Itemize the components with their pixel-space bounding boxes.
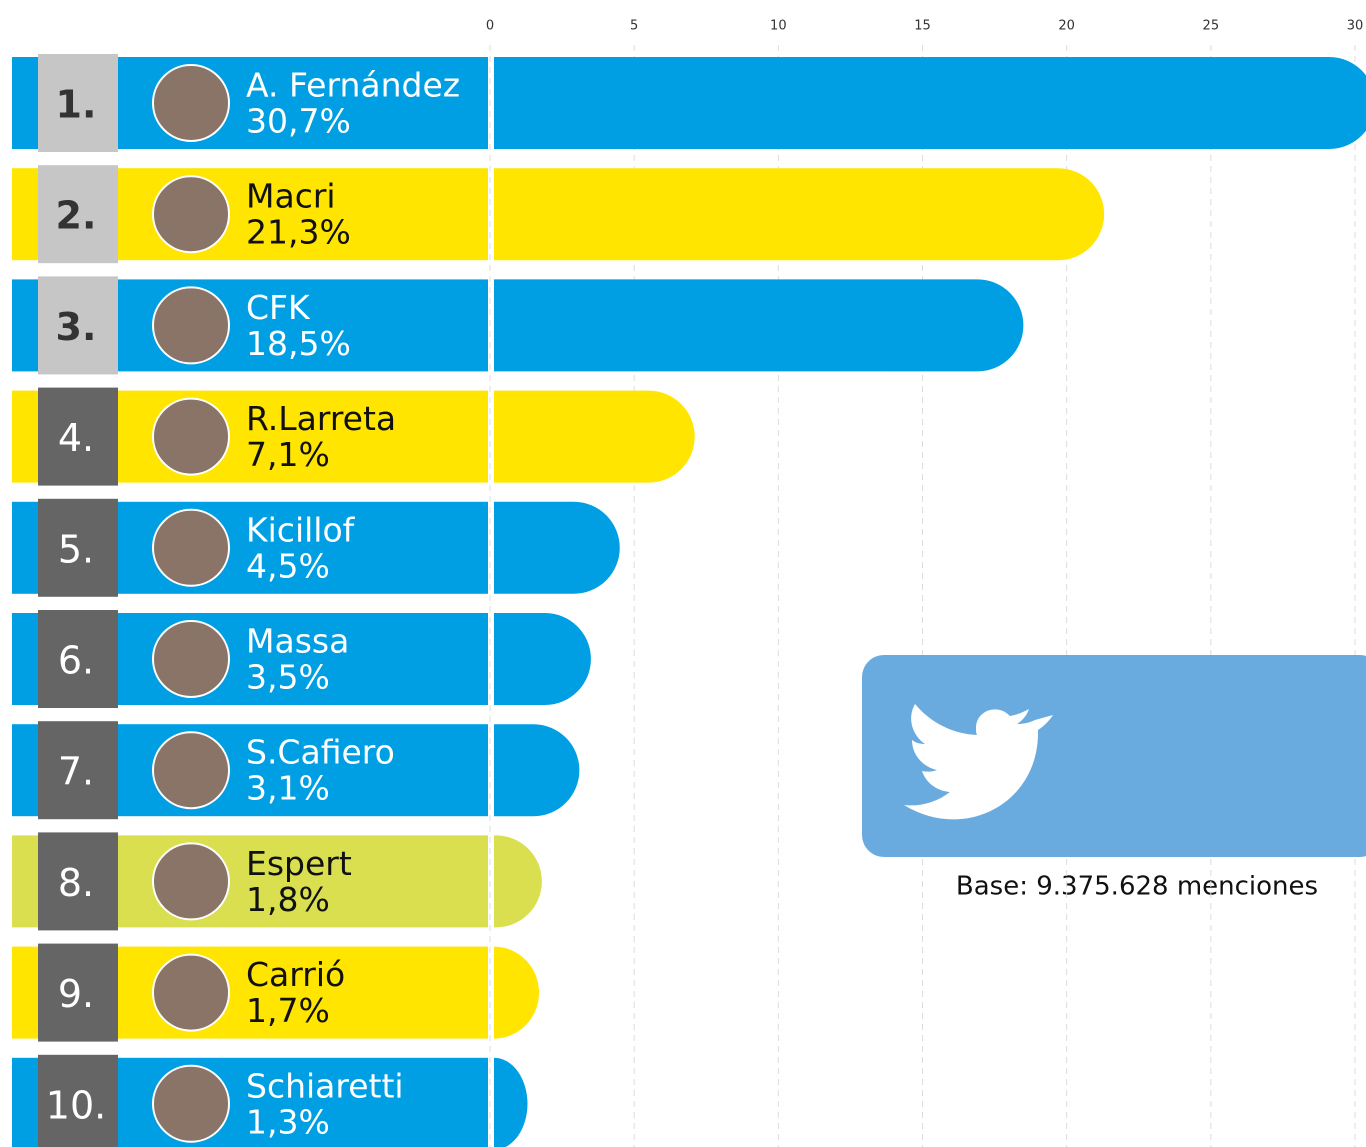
photo xyxy=(152,953,230,1032)
rank: 7. xyxy=(58,750,94,794)
rank-box xyxy=(38,276,118,375)
rank-box xyxy=(38,721,118,820)
photo xyxy=(152,620,230,698)
x-tick-label: 20 xyxy=(1058,19,1075,34)
rank-box xyxy=(38,54,118,152)
name: Carrió xyxy=(246,955,345,994)
photo xyxy=(152,508,230,587)
value-label: 1,7% xyxy=(246,991,330,1030)
name: Espert xyxy=(246,844,352,883)
twitter-icon xyxy=(904,704,1053,820)
rank: 4. xyxy=(58,416,94,460)
bar xyxy=(494,168,1105,261)
value-label: 3,1% xyxy=(246,769,330,808)
rank: 6. xyxy=(58,639,94,683)
rank: 10. xyxy=(46,1083,106,1127)
name: S.Cafiero xyxy=(246,733,395,772)
rank: 2. xyxy=(56,194,97,238)
name: Kicillof xyxy=(246,510,356,549)
photo xyxy=(152,286,230,365)
photo xyxy=(152,1064,230,1143)
value-label: 21,3% xyxy=(246,213,351,252)
x-tick-label: 10 xyxy=(770,19,787,34)
bar xyxy=(494,946,540,1039)
rank-box xyxy=(38,498,118,597)
name: Massa xyxy=(246,622,349,661)
rank-box xyxy=(38,943,118,1042)
bar xyxy=(494,57,1366,149)
bar xyxy=(494,390,695,483)
value-label: 18,5% xyxy=(246,324,351,363)
x-tick-label: 5 xyxy=(630,19,638,34)
rank: 9. xyxy=(58,972,94,1016)
value-label: 3,5% xyxy=(246,658,330,697)
bar xyxy=(494,835,542,928)
rank: 5. xyxy=(58,527,94,571)
bar xyxy=(494,279,1024,372)
x-tick-label: 0 xyxy=(486,19,494,34)
bar xyxy=(494,501,620,594)
photo xyxy=(152,64,230,142)
value-label: 4,5% xyxy=(246,546,330,585)
x-tick-label: 15 xyxy=(914,19,931,34)
name: R.Larreta xyxy=(246,399,396,438)
rank: 1. xyxy=(56,83,97,127)
rank-box xyxy=(38,387,118,486)
photo xyxy=(152,842,230,921)
photo xyxy=(152,731,230,810)
photo xyxy=(152,397,230,476)
note: Base: 9.375.628 menciones xyxy=(956,872,1318,902)
rank-box xyxy=(38,1054,118,1147)
x-tick-label: 25 xyxy=(1203,19,1220,34)
bar xyxy=(494,724,580,817)
name: Schiaretti xyxy=(246,1066,404,1105)
rank-box xyxy=(38,832,118,931)
bar xyxy=(494,613,591,705)
value-label: 1,8% xyxy=(246,880,330,919)
name: CFK xyxy=(246,288,311,327)
name: A. Fernández xyxy=(246,66,460,105)
value-label: 30,7% xyxy=(246,102,351,141)
bar xyxy=(494,1057,528,1147)
rank: 3. xyxy=(56,305,97,349)
photo xyxy=(152,175,230,254)
value-label: 1,3% xyxy=(246,1102,330,1141)
rank-box xyxy=(38,165,118,264)
rank: 8. xyxy=(58,861,94,905)
name: Macri xyxy=(246,177,336,216)
value-label: 7,1% xyxy=(246,435,330,474)
x-tick-label: 30 xyxy=(1347,19,1364,34)
rank-box xyxy=(38,610,118,708)
